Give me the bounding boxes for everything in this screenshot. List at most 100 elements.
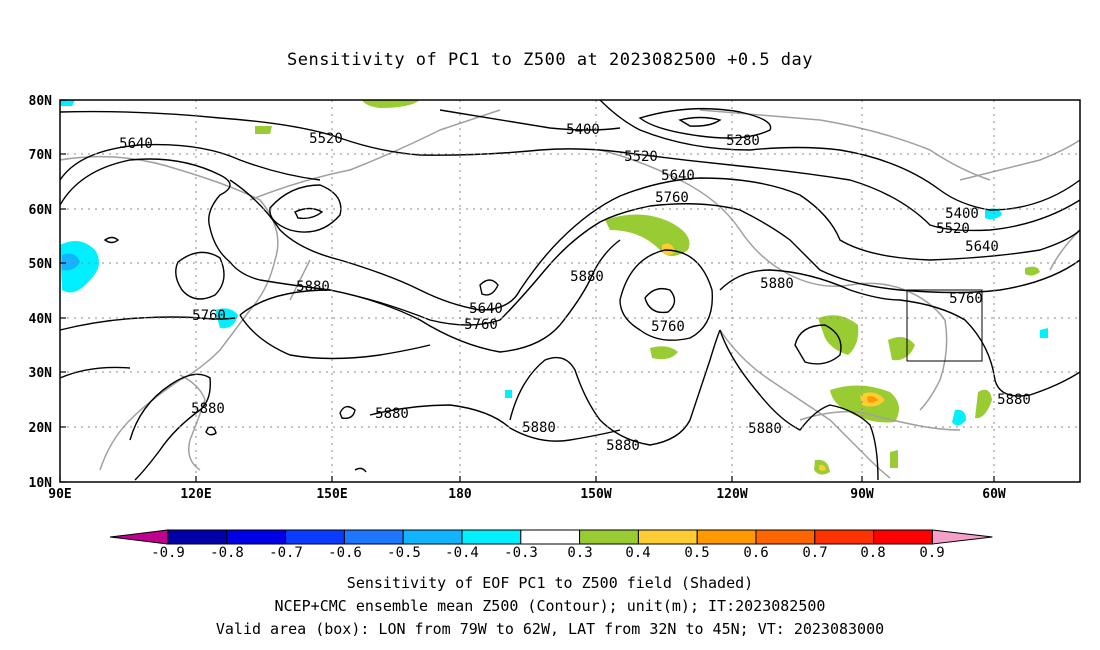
- colorbar-label: -0.8: [210, 545, 244, 561]
- lat-tick-label: 20N: [29, 421, 53, 436]
- colorbar-label: -0.5: [387, 545, 421, 561]
- colorbar-lower-extend: [109, 529, 169, 545]
- valid-area-box: [906, 289, 983, 362]
- colorbar-label: 0.7: [802, 545, 827, 561]
- patch-negative-core: [62, 253, 80, 271]
- colorbar-swatch: [285, 529, 345, 545]
- contour-label: 5880: [296, 279, 330, 295]
- colorbar-label: 0.8: [860, 545, 885, 561]
- contour-5880-h: [369, 404, 621, 442]
- lat-tick-label: 50N: [29, 257, 53, 272]
- contour-5760-a: [59, 158, 1081, 326]
- contour-label: 5760: [651, 319, 685, 335]
- patch-positive: [362, 100, 420, 108]
- patch-negative: [952, 409, 966, 426]
- patch-positive: [975, 389, 992, 419]
- lon-tick-label: 90E: [48, 487, 71, 502]
- contour-5880-f: [129, 373, 211, 481]
- contour-5760-low: [619, 249, 714, 341]
- contour-5400-b: [439, 109, 621, 131]
- contour-5880-k: [205, 426, 217, 436]
- z500-contours: [59, 99, 1081, 481]
- coastlines: [59, 109, 1081, 479]
- contour-label: 5640: [661, 168, 695, 184]
- colorbar-swatch: [402, 529, 463, 545]
- contour-label: 5880: [606, 438, 640, 454]
- contour-5880-j: [719, 329, 879, 481]
- figure-title: Sensitivity of PC1 to Z500 at 2023082500…: [286, 50, 813, 70]
- colorbar-swatch: [226, 529, 287, 545]
- contour-label: 5760: [464, 317, 498, 333]
- colorbar: [109, 529, 993, 545]
- contour-5280: [638, 107, 772, 139]
- patch-negative: [505, 390, 512, 398]
- colorbar-labels: -0.9 -0.8 -0.7 -0.6 -0.5 -0.4 -0.3 0.3 0…: [151, 545, 945, 561]
- lon-tick-label: 120E: [180, 487, 211, 502]
- colorbar-label: -0.7: [269, 545, 303, 561]
- colorbar-swatch: [696, 529, 757, 545]
- lat-tick-label: 60N: [29, 203, 53, 218]
- patch-positive-core: [819, 464, 826, 471]
- map-frame: [59, 99, 1081, 483]
- colorbar-swatch: [873, 529, 933, 545]
- contour-label: 5640: [119, 136, 153, 152]
- colorbar-label: 0.6: [743, 545, 768, 561]
- contour-label: 5400: [945, 206, 979, 222]
- gridlines: [60, 100, 1080, 482]
- patch-positive: [605, 214, 690, 256]
- contour-label: 5400: [566, 122, 600, 138]
- contour-label: 5640: [469, 301, 503, 317]
- colorbar-swatch: [814, 529, 875, 545]
- contour-5880-l: [354, 467, 367, 473]
- colorbar-label: 0.5: [684, 545, 709, 561]
- caption-line-2: NCEP+CMC ensemble mean Z500 (Contour); u…: [274, 597, 826, 615]
- lon-tick-label: 90W: [850, 487, 874, 502]
- contour-label: 5880: [375, 406, 409, 422]
- sensitivity-shading: [60, 100, 1048, 475]
- patch-positive: [890, 450, 898, 468]
- colorbar-label: -0.6: [328, 545, 362, 561]
- contour-5880-a: [239, 239, 621, 353]
- lat-tick-label: 70N: [29, 148, 53, 163]
- contour-label: 5760: [655, 190, 689, 206]
- patch-positive: [888, 336, 915, 361]
- colorbar-swatch: [343, 529, 404, 545]
- lon-tick-label: 150W: [580, 487, 611, 502]
- patch-positive: [255, 126, 272, 134]
- colorbar-swatch: [579, 529, 639, 545]
- contour-5760-c: [59, 316, 236, 331]
- contour-5880-e: [59, 366, 131, 379]
- lon-tick-label: 150E: [316, 487, 347, 502]
- patch-positive: [650, 346, 678, 360]
- contour-5640-b: [229, 177, 1081, 311]
- colorbar-swatch: [755, 529, 816, 545]
- lat-labels: 80N 70N 60N 50N 40N 30N 20N 10N: [29, 94, 53, 491]
- colorbar-label: -0.9: [151, 545, 185, 561]
- contour-5760-low-inner: [644, 287, 676, 314]
- colorbar-label: 0.9: [919, 545, 944, 561]
- contour-label: 5520: [624, 149, 658, 165]
- patch-positive-core: [662, 243, 675, 255]
- colorbar-swatch: [520, 529, 581, 545]
- contour-label: 5760: [192, 308, 226, 324]
- contour-label: 5880: [522, 420, 556, 436]
- patch-negative: [1040, 328, 1048, 338]
- lon-tick-label: 60W: [982, 487, 1006, 502]
- contour-5280-inner: [678, 116, 722, 127]
- contour-label: 5640: [965, 239, 999, 255]
- contour-5880-g: [339, 405, 356, 420]
- lat-tick-label: 30N: [29, 366, 53, 381]
- patch-negative: [60, 100, 75, 106]
- contour-label: 5880: [997, 392, 1031, 408]
- contour-label: 5520: [936, 221, 970, 237]
- contour-5760-b: [175, 251, 225, 300]
- contour-5880-n: [479, 279, 499, 296]
- lat-tick-label: 80N: [29, 94, 53, 109]
- contour-labels: 5280 5400 5400 5520 5520 5520 5640 5640 …: [119, 122, 1031, 454]
- colorbar-swatch: [167, 529, 228, 545]
- caption-line-1: Sensitivity of EOF PC1 to Z500 field (Sh…: [346, 574, 754, 592]
- lon-tick-label: 180: [448, 487, 472, 502]
- colorbar-label: 0.3: [567, 545, 592, 561]
- contour-label: 5760: [949, 291, 983, 307]
